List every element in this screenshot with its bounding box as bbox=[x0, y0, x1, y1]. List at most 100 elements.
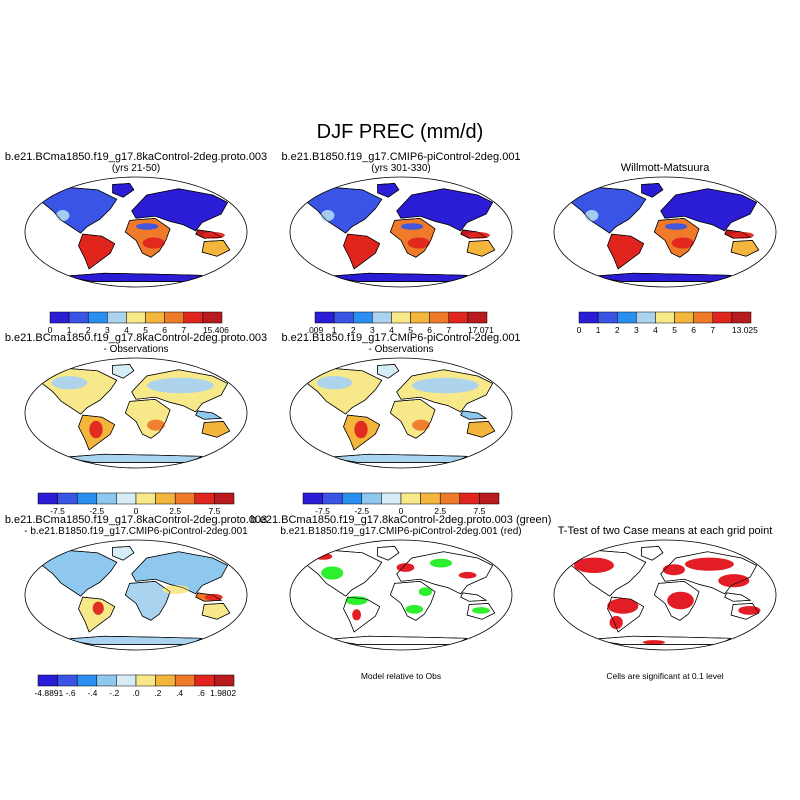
field-patch bbox=[321, 566, 344, 580]
colorbar-swatch bbox=[214, 492, 235, 505]
map-border bbox=[289, 539, 513, 651]
coastline-antarctica bbox=[61, 272, 203, 282]
coastline-northAmerica bbox=[41, 368, 118, 415]
colorbar-swatch bbox=[693, 311, 714, 324]
panel-title-line: - Observations bbox=[368, 344, 433, 355]
colorbar-swatch bbox=[57, 492, 78, 505]
map-border bbox=[553, 176, 777, 288]
coastline-greenland bbox=[112, 364, 135, 379]
colorbar-tick-label: 15.406 bbox=[203, 325, 229, 335]
coastline-antarctica bbox=[61, 635, 203, 645]
panel-title-line: b.e21.BCma1850.f19_g17.8kaControl-2deg.p… bbox=[251, 514, 552, 526]
field-patch bbox=[607, 598, 639, 614]
coastline-greenland bbox=[112, 183, 135, 198]
panel-title-line: - Observations bbox=[103, 344, 168, 355]
colorbar: -7.5 -2.5 0 2.5 7.5 bbox=[37, 492, 235, 516]
colorbar-swatch bbox=[372, 311, 392, 324]
colorbar-tick-label: 1 bbox=[67, 325, 72, 335]
map-border bbox=[289, 176, 513, 288]
colorbar-swatch bbox=[322, 492, 343, 505]
colorbar-swatch bbox=[107, 311, 127, 324]
colorbar-swatch bbox=[616, 311, 637, 324]
coastline-australia bbox=[730, 240, 760, 257]
colorbar-tick-label: .6 bbox=[198, 688, 205, 698]
panel-title-line: (yrs 301-330) bbox=[371, 163, 430, 174]
colorbar-swatch bbox=[135, 492, 156, 505]
colorbar-swatch bbox=[174, 492, 196, 505]
colorbar-tick-label: 3 bbox=[105, 325, 110, 335]
coastline-eurasia bbox=[660, 188, 758, 232]
colorbar-tick-label: 3 bbox=[370, 325, 375, 335]
field-patch bbox=[89, 420, 103, 439]
panel-title-line: b.e21.B1850.f19_g17.CMIP6-piControl-2deg… bbox=[280, 526, 521, 537]
colorbar-swatch bbox=[731, 311, 752, 324]
colorbar-tick-label: 17.071 bbox=[468, 325, 494, 335]
colorbar-swatch bbox=[116, 674, 137, 687]
coastline-southAmerica bbox=[78, 233, 116, 270]
colorbar-swatch bbox=[155, 674, 176, 687]
field-patch bbox=[347, 237, 370, 256]
colorbar-tick-label: .009 bbox=[307, 325, 324, 335]
map-content bbox=[41, 183, 231, 282]
colorbar-tick-label: 1 bbox=[596, 325, 601, 335]
colorbar-tick-label: 2 bbox=[351, 325, 356, 335]
field-patch bbox=[147, 419, 165, 431]
coastline-africa bbox=[389, 398, 436, 439]
colorbar-swatch bbox=[674, 311, 694, 324]
colorbar-tick-label: 0 bbox=[134, 506, 139, 516]
colorbar-tick-label: -7.5 bbox=[315, 506, 330, 516]
coastline-southAmerica bbox=[343, 596, 381, 633]
field-patch bbox=[51, 376, 88, 390]
field-patch bbox=[418, 587, 433, 597]
field-patch bbox=[352, 609, 362, 621]
figure-title: DJF PREC (mm/d) bbox=[317, 121, 484, 143]
colorbar-swatch bbox=[655, 311, 675, 324]
panel-title-line: Willmott-Matsuura bbox=[621, 162, 711, 174]
map-panel-p2: b.e21.B1850.f19_g17.CMIP6-piControl-2deg… bbox=[281, 151, 520, 335]
colorbar-swatch bbox=[164, 311, 185, 324]
coastline-southAmerica bbox=[607, 233, 645, 270]
field-patch bbox=[405, 604, 424, 614]
coastline-africa bbox=[389, 217, 436, 258]
map-panel-p4: b.e21.BCma1850.f19_g17.8kaControl-2deg.p… bbox=[5, 332, 267, 516]
colorbar-tick-label: -4.8891 bbox=[34, 688, 63, 698]
coastline-antarctica bbox=[61, 453, 203, 463]
colorbar-tick-label: 7 bbox=[710, 325, 715, 335]
field-patch bbox=[142, 237, 165, 249]
colorbar-swatch bbox=[400, 492, 421, 505]
coastline-greenland bbox=[641, 183, 664, 198]
colorbar-swatch bbox=[57, 674, 78, 687]
panel-title-line: b.e21.BCma1850.f19_g17.8kaControl-2deg.p… bbox=[5, 332, 267, 344]
panel-footnote: Model relative to Obs bbox=[361, 671, 441, 681]
coastline-australia bbox=[466, 421, 496, 438]
field-patch bbox=[467, 232, 490, 239]
colorbar-tick-label: 4 bbox=[389, 325, 394, 335]
coastline-southAmerica bbox=[78, 414, 116, 451]
colorbar-tick-label: -7.5 bbox=[50, 506, 65, 516]
map-panel-p9: T-Test of two Case means at each grid po… bbox=[553, 525, 777, 681]
panel-title-line: b.e21.BCma1850.f19_g17.8kaControl-2deg.p… bbox=[5, 151, 267, 163]
panel-title-line: b.e21.BCma1850.f19_g17.8kaControl-2deg.p… bbox=[5, 514, 267, 526]
coastline-antarctica bbox=[326, 272, 468, 282]
colorbar-swatch bbox=[439, 492, 461, 505]
field-patch bbox=[147, 377, 214, 394]
coastline-antarctica bbox=[326, 453, 468, 463]
field-patch bbox=[731, 232, 754, 239]
colorbar-tick-label: -.4 bbox=[87, 688, 97, 698]
coastline-australia bbox=[201, 421, 231, 438]
field-patch bbox=[665, 223, 688, 230]
colorbar: -7.5 -2.5 0 2.5 7.5 bbox=[302, 492, 500, 516]
colorbar-swatch bbox=[96, 492, 117, 505]
field-patch bbox=[407, 237, 430, 249]
field-patch bbox=[671, 237, 694, 249]
colorbar-swatch bbox=[712, 311, 733, 324]
colorbar-tick-label: -.2 bbox=[109, 688, 119, 698]
coastline-africa bbox=[653, 580, 700, 621]
map-panel-p1: b.e21.BCma1850.f19_g17.8kaControl-2deg.p… bbox=[5, 151, 267, 335]
colorbar-tick-label: .0 bbox=[132, 688, 139, 698]
colorbar-swatch bbox=[87, 311, 108, 324]
coastline-eurasia bbox=[131, 551, 229, 595]
map-content bbox=[570, 183, 760, 282]
colorbar-swatch bbox=[96, 674, 117, 687]
coastline-australia bbox=[201, 240, 231, 257]
